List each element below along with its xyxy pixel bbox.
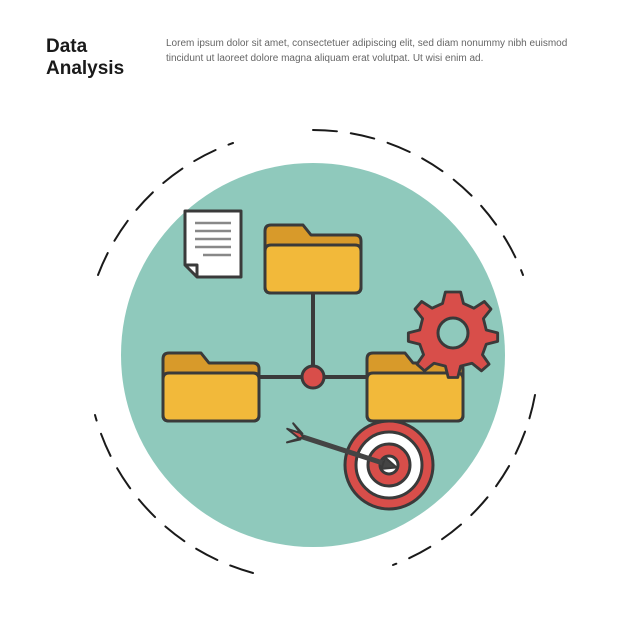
folder-top-icon: [265, 225, 361, 293]
hub-node: [302, 366, 324, 388]
infographic-svg: [73, 115, 553, 595]
gear-icon: [408, 292, 497, 378]
title-line2: Analysis: [46, 58, 124, 79]
infographic: [73, 115, 553, 595]
description-text: Lorem ipsum dolor sit amet, consectetuer…: [166, 36, 580, 80]
page-title: Data Analysis: [46, 36, 136, 80]
title-line1: Data: [46, 36, 87, 57]
document-icon: [185, 211, 241, 277]
folder-left-icon: [163, 353, 259, 421]
header: Data Analysis Lorem ipsum dolor sit amet…: [46, 36, 580, 80]
